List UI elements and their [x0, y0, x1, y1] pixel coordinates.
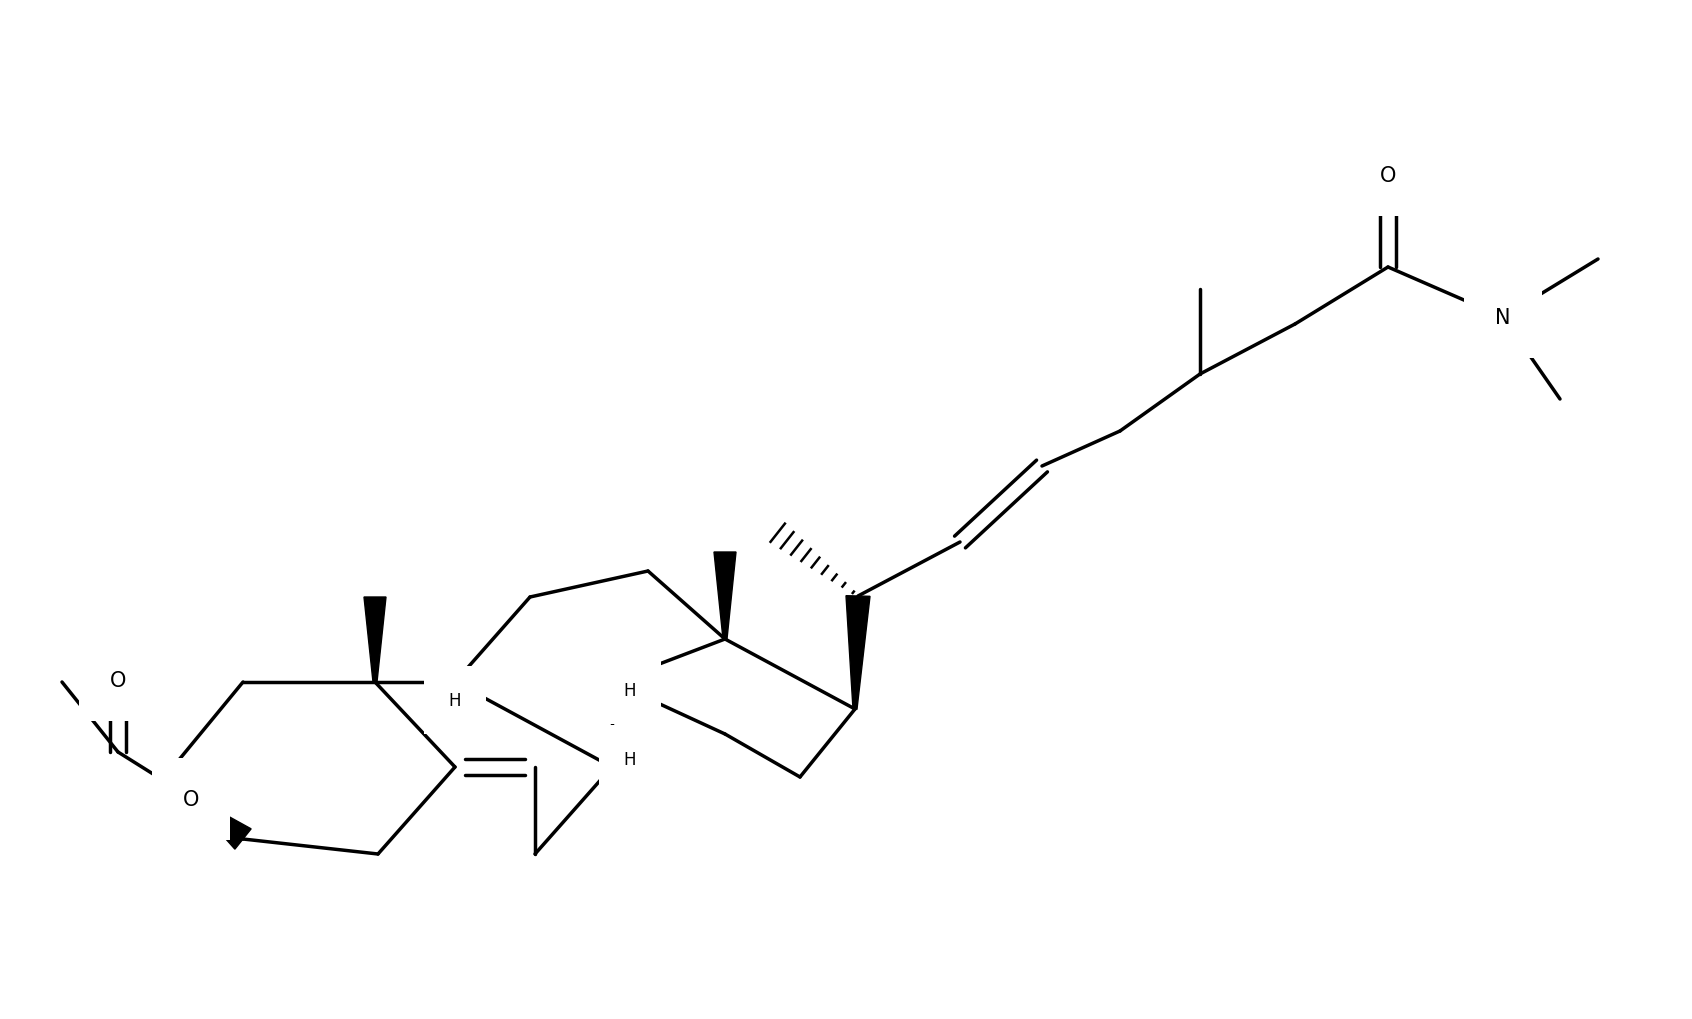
Text: H: H — [448, 691, 462, 709]
Text: H: H — [624, 750, 636, 768]
Text: N: N — [1496, 308, 1511, 328]
Text: O: O — [110, 671, 127, 690]
Text: O: O — [1379, 166, 1396, 185]
Polygon shape — [846, 596, 870, 709]
Polygon shape — [191, 798, 250, 849]
Polygon shape — [714, 552, 736, 639]
Polygon shape — [364, 597, 386, 683]
Text: H: H — [624, 682, 636, 699]
Text: O: O — [183, 790, 200, 809]
